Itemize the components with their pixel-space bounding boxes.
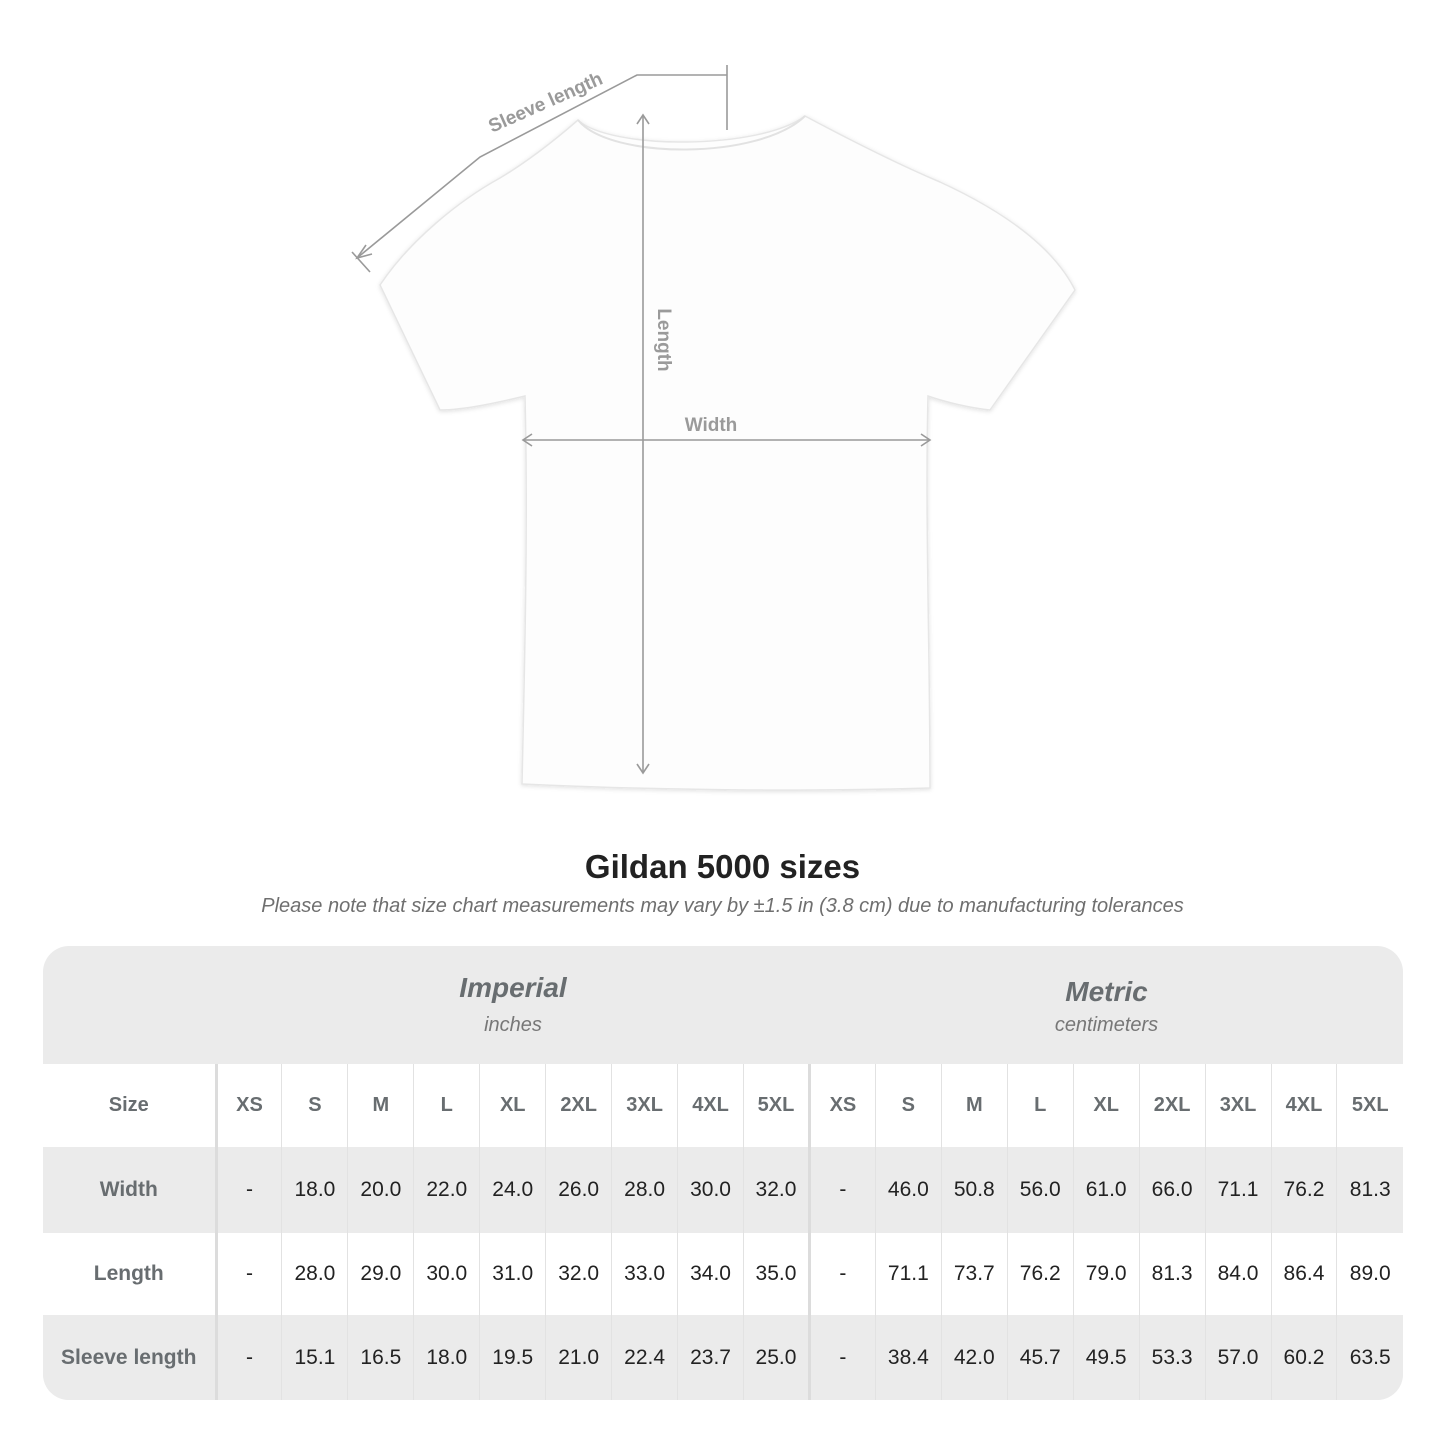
table-row: Sleeve length -15.1 16.5 18.0 19.5 21.0 22.4 23…: [43, 1315, 1403, 1400]
imperial-cell: 32.0: [545, 1233, 612, 1315]
imperial-cell: 25.0: [743, 1315, 810, 1400]
imperial-cell: 22.0: [413, 1147, 480, 1233]
imperial-cell: 22.4: [611, 1315, 678, 1400]
metric-cell: 89.0: [1336, 1233, 1403, 1315]
table-row: Length -28.0 29.0 30.0 31.0 32.0 33.0 34.0 35.0-…: [43, 1233, 1403, 1315]
imperial-cell: 29.0: [347, 1233, 414, 1315]
size-column-header: 3XL: [611, 1064, 678, 1147]
metric-cell: 56.0: [1006, 1147, 1074, 1233]
imperial-cell: 31.0: [479, 1233, 546, 1315]
metric-cell: 73.7: [940, 1233, 1008, 1315]
metric-cell: 60.2: [1270, 1315, 1337, 1400]
metric-cell: 86.4: [1270, 1233, 1337, 1315]
page-title: Gildan 5000 sizes: [584, 848, 861, 885]
imperial-cell: 23.7: [677, 1315, 744, 1400]
size-column-header: 2XL: [1138, 1064, 1206, 1147]
metric-cell: 76.2: [1270, 1147, 1337, 1233]
imperial-cell: 15.1: [281, 1315, 348, 1400]
size-table-card: Imperial inches Metric centimeters Size X…: [43, 946, 1403, 1400]
metric-cell: 71.1: [874, 1233, 942, 1315]
imperial-cell: -: [215, 1315, 282, 1400]
size-column-header: S: [874, 1064, 942, 1147]
size-column-header: 4XL: [677, 1064, 744, 1147]
tshirt-shape: [379, 115, 1076, 791]
metric-cell: 81.3: [1336, 1147, 1403, 1233]
row-label: Length: [43, 1233, 218, 1315]
metric-cell: 79.0: [1072, 1233, 1140, 1315]
metric-unit: centimeters: [1054, 1014, 1159, 1036]
imperial-cell: -: [215, 1147, 282, 1233]
length-label: Length: [653, 308, 674, 371]
imperial-cell: 24.0: [479, 1147, 546, 1233]
size-column-header: XS: [807, 1064, 876, 1147]
imperial-cell: 26.0: [545, 1147, 612, 1233]
imperial-cell: 18.0: [413, 1315, 480, 1400]
row-label: Width: [43, 1147, 218, 1233]
size-column-header: 4XL: [1270, 1064, 1337, 1147]
metric-cell: 50.8: [940, 1147, 1008, 1233]
imperial-cell: 19.5: [479, 1315, 546, 1400]
imperial-cell: 18.0: [281, 1147, 348, 1233]
metric-cell: 38.4: [874, 1315, 942, 1400]
metric-title: Metric: [1065, 976, 1148, 1007]
table-row: Width -18.0 20.0 22.0 24.0 26.0 28.0 30.0 32.0-4…: [43, 1147, 1403, 1233]
size-column-header: L: [413, 1064, 480, 1147]
metric-cell: 66.0: [1138, 1147, 1206, 1233]
imperial-header: Imperial inches: [216, 946, 810, 1064]
size-column-header: 2XL: [545, 1064, 612, 1147]
metric-cell: -: [807, 1147, 876, 1233]
size-header: Size: [43, 1064, 218, 1147]
metric-cell: 61.0: [1072, 1147, 1140, 1233]
size-column-header: XS: [215, 1064, 282, 1147]
size-column-header: L: [1006, 1064, 1074, 1147]
metric-cell: 63.5: [1336, 1315, 1403, 1400]
row-label: Sleeve length: [43, 1315, 218, 1400]
size-column-header: XL: [1072, 1064, 1140, 1147]
imperial-cell: 32.0: [743, 1147, 810, 1233]
size-column-header: XL: [479, 1064, 546, 1147]
metric-cell: -: [807, 1315, 876, 1400]
imperial-cell: 33.0: [611, 1233, 678, 1315]
size-table-body: Size XS S M L XL 2XL 3XL 4XL 5XL XS S M L XL 2XL 3XL 4XL 5…: [43, 1064, 1403, 1400]
imperial-cell: 30.0: [677, 1147, 744, 1233]
metric-cell: 45.7: [1006, 1315, 1074, 1400]
imperial-cell: 16.5: [347, 1315, 414, 1400]
size-column-header: M: [347, 1064, 414, 1147]
size-header-row: Size XS S M L XL 2XL 3XL 4XL 5XL XS S M L XL 2XL 3XL 4XL 5…: [43, 1064, 1403, 1147]
imperial-cell: 28.0: [611, 1147, 678, 1233]
tolerance-note: Please note that size chart measurements…: [261, 895, 1184, 917]
width-line: [521, 433, 932, 447]
imperial-title: Imperial: [459, 972, 567, 1003]
metric-cell: 71.1: [1204, 1147, 1271, 1233]
imperial-cell: 35.0: [743, 1233, 810, 1315]
size-column-header: 5XL: [1336, 1064, 1403, 1147]
imperial-unit: inches: [484, 1014, 542, 1036]
metric-cell: 76.2: [1006, 1233, 1074, 1315]
metric-cell: -: [807, 1233, 876, 1315]
imperial-cell: 28.0: [281, 1233, 348, 1315]
imperial-cell: 20.0: [347, 1147, 414, 1233]
size-column-header: 5XL: [743, 1064, 810, 1147]
metric-cell: 42.0: [940, 1315, 1008, 1400]
length-line: [636, 113, 650, 775]
imperial-cell: 30.0: [413, 1233, 480, 1315]
width-label: Width: [685, 415, 738, 436]
metric-cell: 49.5: [1072, 1315, 1140, 1400]
metric-cell: 57.0: [1204, 1315, 1271, 1400]
imperial-cell: 21.0: [545, 1315, 612, 1400]
size-column-header: M: [940, 1064, 1008, 1147]
metric-header: Metric centimeters: [810, 946, 1403, 1064]
collar: [577, 115, 806, 151]
size-column-header: 3XL: [1204, 1064, 1271, 1147]
metric-cell: 84.0: [1204, 1233, 1271, 1315]
metric-cell: 53.3: [1138, 1315, 1206, 1400]
size-column-header: S: [281, 1064, 348, 1147]
imperial-cell: -: [215, 1233, 282, 1315]
metric-cell: 81.3: [1138, 1233, 1206, 1315]
size-table: Size XS S M L XL 2XL 3XL 4XL 5XL XS S M L XL 2XL 3XL 4XL 5…: [43, 1064, 1403, 1400]
imperial-cell: 34.0: [677, 1233, 744, 1315]
metric-cell: 46.0: [874, 1147, 942, 1233]
sleeve-length-line: [351, 65, 728, 273]
tshirt-diagram: Sleeve length Length Width: [351, 65, 1076, 791]
